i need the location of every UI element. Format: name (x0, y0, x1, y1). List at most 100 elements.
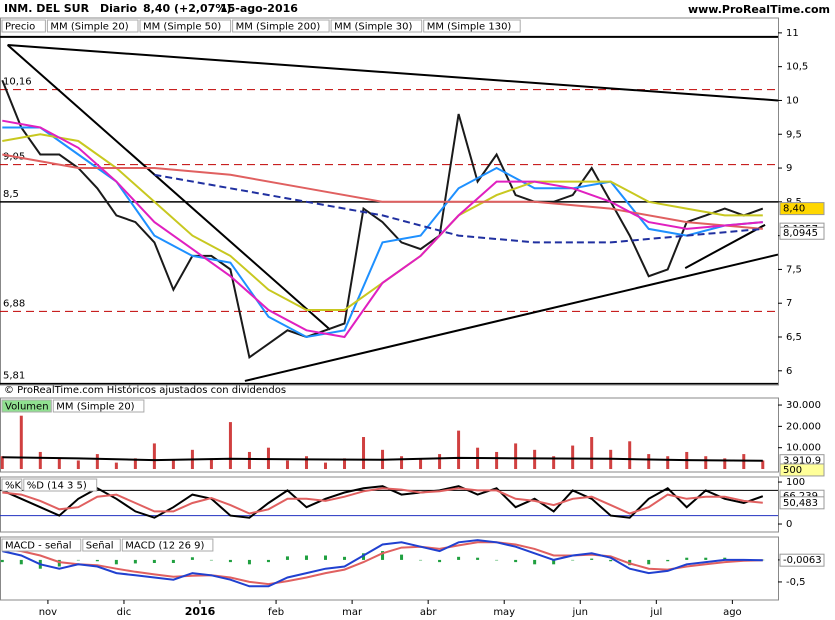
bar (57, 458, 61, 470)
series-line (2, 456, 763, 462)
y-tick-label: 20.000 (786, 421, 821, 432)
bar (209, 559, 213, 561)
last-value-label: -0,0063 (783, 555, 822, 566)
bar (704, 557, 708, 560)
bar (152, 559, 156, 563)
bar (95, 559, 99, 562)
x-tick-label: 2016 (185, 605, 216, 618)
y-tick-label: 30.000 (786, 400, 821, 411)
legend-label: %D (14 3 5) (27, 481, 87, 492)
series-line (2, 119, 763, 339)
bar (704, 456, 708, 470)
legend-box (1, 19, 46, 33)
bar (647, 454, 651, 470)
legend-label: MM (Simple 130) (427, 22, 512, 33)
bar (457, 430, 461, 470)
last-value-label: 50,483 (783, 498, 818, 509)
bar (323, 462, 327, 470)
bar (38, 451, 42, 470)
legend-box (121, 538, 214, 552)
bar (400, 554, 404, 560)
bar (19, 559, 23, 565)
y-tick-label: 100 (786, 477, 805, 488)
x-tick-label: feb (268, 607, 284, 618)
legend-box (139, 19, 232, 33)
bar (438, 559, 442, 563)
bar (628, 441, 632, 470)
bar (533, 449, 537, 470)
panel-frame (0, 397, 779, 473)
legend-box (82, 538, 121, 552)
bar (343, 556, 347, 560)
bar (0, 456, 4, 470)
bar (590, 558, 594, 560)
trend-line (684, 223, 766, 269)
bar (266, 559, 270, 563)
bar (381, 551, 385, 560)
y-tick-label: 9 (786, 163, 792, 174)
last-value-label: 8,40 (783, 204, 805, 215)
last-value-label: 500 (783, 465, 802, 476)
bar (514, 443, 518, 470)
bar (0, 559, 4, 563)
bar (171, 559, 175, 563)
bar (57, 559, 61, 567)
y-tick-label: 0 (786, 519, 792, 530)
trend-line (244, 253, 779, 382)
y-tick-label: 7 (786, 298, 792, 309)
bar (171, 460, 175, 470)
bar (323, 555, 327, 560)
bar (228, 559, 232, 563)
level-label: 10,16 (3, 77, 32, 88)
bar (590, 437, 594, 470)
bar (457, 556, 461, 560)
last-value-box (779, 496, 825, 510)
y-tick-label: 6,5 (786, 332, 802, 343)
bar (514, 559, 518, 563)
bar (571, 445, 575, 470)
bar (209, 458, 213, 470)
legend-label: MM (Simple 20) (56, 402, 134, 413)
bar (571, 559, 575, 561)
last-value-box (779, 553, 825, 567)
bar (190, 557, 194, 560)
trend-line (6, 44, 331, 331)
bar (362, 437, 366, 470)
level-label: 8,5 (3, 189, 19, 200)
x-tick-label: abr (420, 607, 437, 618)
legend-label: MM (Simple 50) (143, 22, 221, 33)
legend-box (423, 19, 521, 33)
series-line (2, 539, 763, 588)
bar (533, 559, 537, 565)
bar (228, 422, 232, 470)
series-line (2, 153, 763, 230)
x-tick-label: ago (723, 607, 742, 618)
bar (552, 456, 556, 470)
bar (133, 559, 137, 564)
bar (666, 456, 670, 470)
bar (400, 456, 404, 470)
series-line (154, 173, 763, 244)
series-line (2, 541, 763, 586)
legend-label: MACD - señal (5, 541, 72, 552)
last-value-box (779, 226, 825, 240)
bar (685, 557, 689, 560)
bar (761, 460, 765, 470)
legend-box (46, 19, 139, 33)
last-value-label: 3.910,9 (783, 456, 821, 467)
bar (304, 456, 308, 470)
legend-label: %K (5, 481, 22, 492)
date: 15-ago-2016 (220, 2, 298, 15)
legend-box (1, 538, 82, 552)
last-value-box (779, 202, 825, 216)
y-tick-label: 7,5 (786, 264, 802, 275)
legend-box (232, 19, 330, 33)
bar (723, 458, 727, 470)
legend-label: MM (Simple 20) (50, 22, 128, 33)
legend-box (330, 19, 423, 33)
bar (19, 415, 23, 470)
bar (95, 454, 99, 470)
bar (419, 559, 423, 561)
x-tick-label: jul (649, 607, 662, 618)
